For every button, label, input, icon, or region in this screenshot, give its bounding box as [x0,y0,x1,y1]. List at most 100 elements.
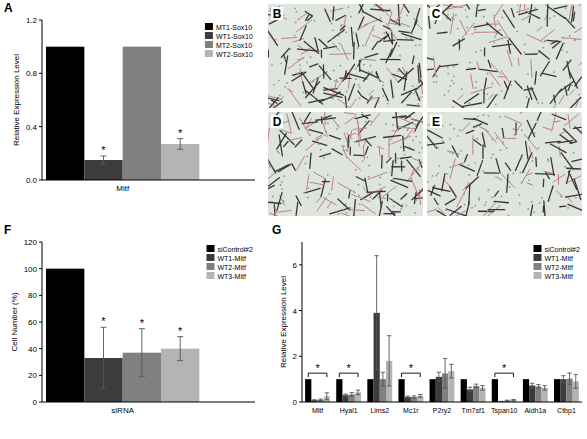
cell [524,4,525,9]
nucleus [541,102,543,104]
cell [507,50,512,66]
error-cap [387,335,391,336]
nucleus [390,198,392,200]
cell [407,165,421,182]
cell [315,135,322,139]
error-cap [101,164,107,165]
nucleus [541,197,543,199]
error-cap [325,392,329,393]
nucleus [338,213,340,215]
nucleus [398,22,400,24]
cell [505,163,510,170]
cell [306,91,323,104]
cell [287,89,292,92]
error-bar [443,359,447,389]
cell [386,32,392,43]
cell [373,4,383,11]
nucleus [457,135,459,137]
cell [330,208,350,214]
cell [365,147,368,155]
cell [302,72,313,88]
nucleus [371,97,373,99]
nucleus [573,152,575,154]
error-bar [530,383,534,388]
error-cap [412,395,416,396]
nucleus [427,181,428,183]
error-bar [350,393,354,397]
cell [474,24,489,27]
cell [478,211,493,213]
cell [363,187,373,200]
nucleus [449,151,451,153]
cell [474,32,495,33]
nucleus [579,4,581,6]
cell [344,133,349,147]
nucleus [469,62,471,64]
panel-letter: B [273,7,282,21]
nucleus [367,137,369,139]
nucleus [331,38,333,40]
cell [494,18,496,26]
error-cap [381,386,385,387]
nucleus [338,35,340,37]
significance: * [140,317,145,329]
cell [461,123,470,132]
cell [459,164,474,171]
nucleus [359,97,361,99]
error-stem [470,387,471,392]
error-cap [318,399,322,400]
nucleus [419,44,421,46]
nucleus [367,156,369,158]
cell [382,186,396,197]
nucleus [466,26,468,28]
nucleus [313,96,315,98]
nucleus [485,201,487,203]
nucleus [359,87,361,89]
error-cap [312,400,316,401]
nucleus [439,165,441,167]
cell [381,155,383,168]
micrograph: E [422,104,587,223]
cell [459,40,461,49]
cell [484,172,498,173]
x-axis [42,180,255,181]
nucleus [328,193,330,195]
bar-chart: F020406080100120Cell Number (%)siRNA***s… [4,223,255,415]
cell [507,174,508,192]
nucleus [419,189,421,191]
error-cap [511,399,515,400]
legend-label: WT3-Mitf [217,273,245,280]
cell [508,40,510,53]
bar [123,47,161,180]
cell [268,98,278,108]
legend: siControl#2WT1-MitfWT2-MitfWT3-Mitf [206,245,253,280]
cell [310,153,311,168]
cell [349,147,350,155]
nucleus [453,18,455,20]
legend-swatch [533,245,541,252]
error-cap [350,396,354,397]
nucleus [484,204,486,206]
nucleus [382,95,384,97]
nucleus [527,73,529,75]
nucleus [327,122,329,124]
cell [324,88,343,95]
cell [535,72,536,84]
nucleus [531,201,533,203]
error-bar [480,386,484,391]
cell [297,58,304,60]
nucleus [547,158,549,160]
nucleus [400,24,402,26]
cell [495,132,505,146]
cell [278,164,290,171]
error-cap [139,376,145,377]
cell [450,13,453,33]
bar [479,388,485,402]
nucleus [537,147,539,149]
nucleus [290,48,292,50]
nucleus [576,99,578,101]
nucleus [463,193,465,195]
cell [554,6,567,9]
error-cap [356,394,360,395]
cell [392,161,393,176]
